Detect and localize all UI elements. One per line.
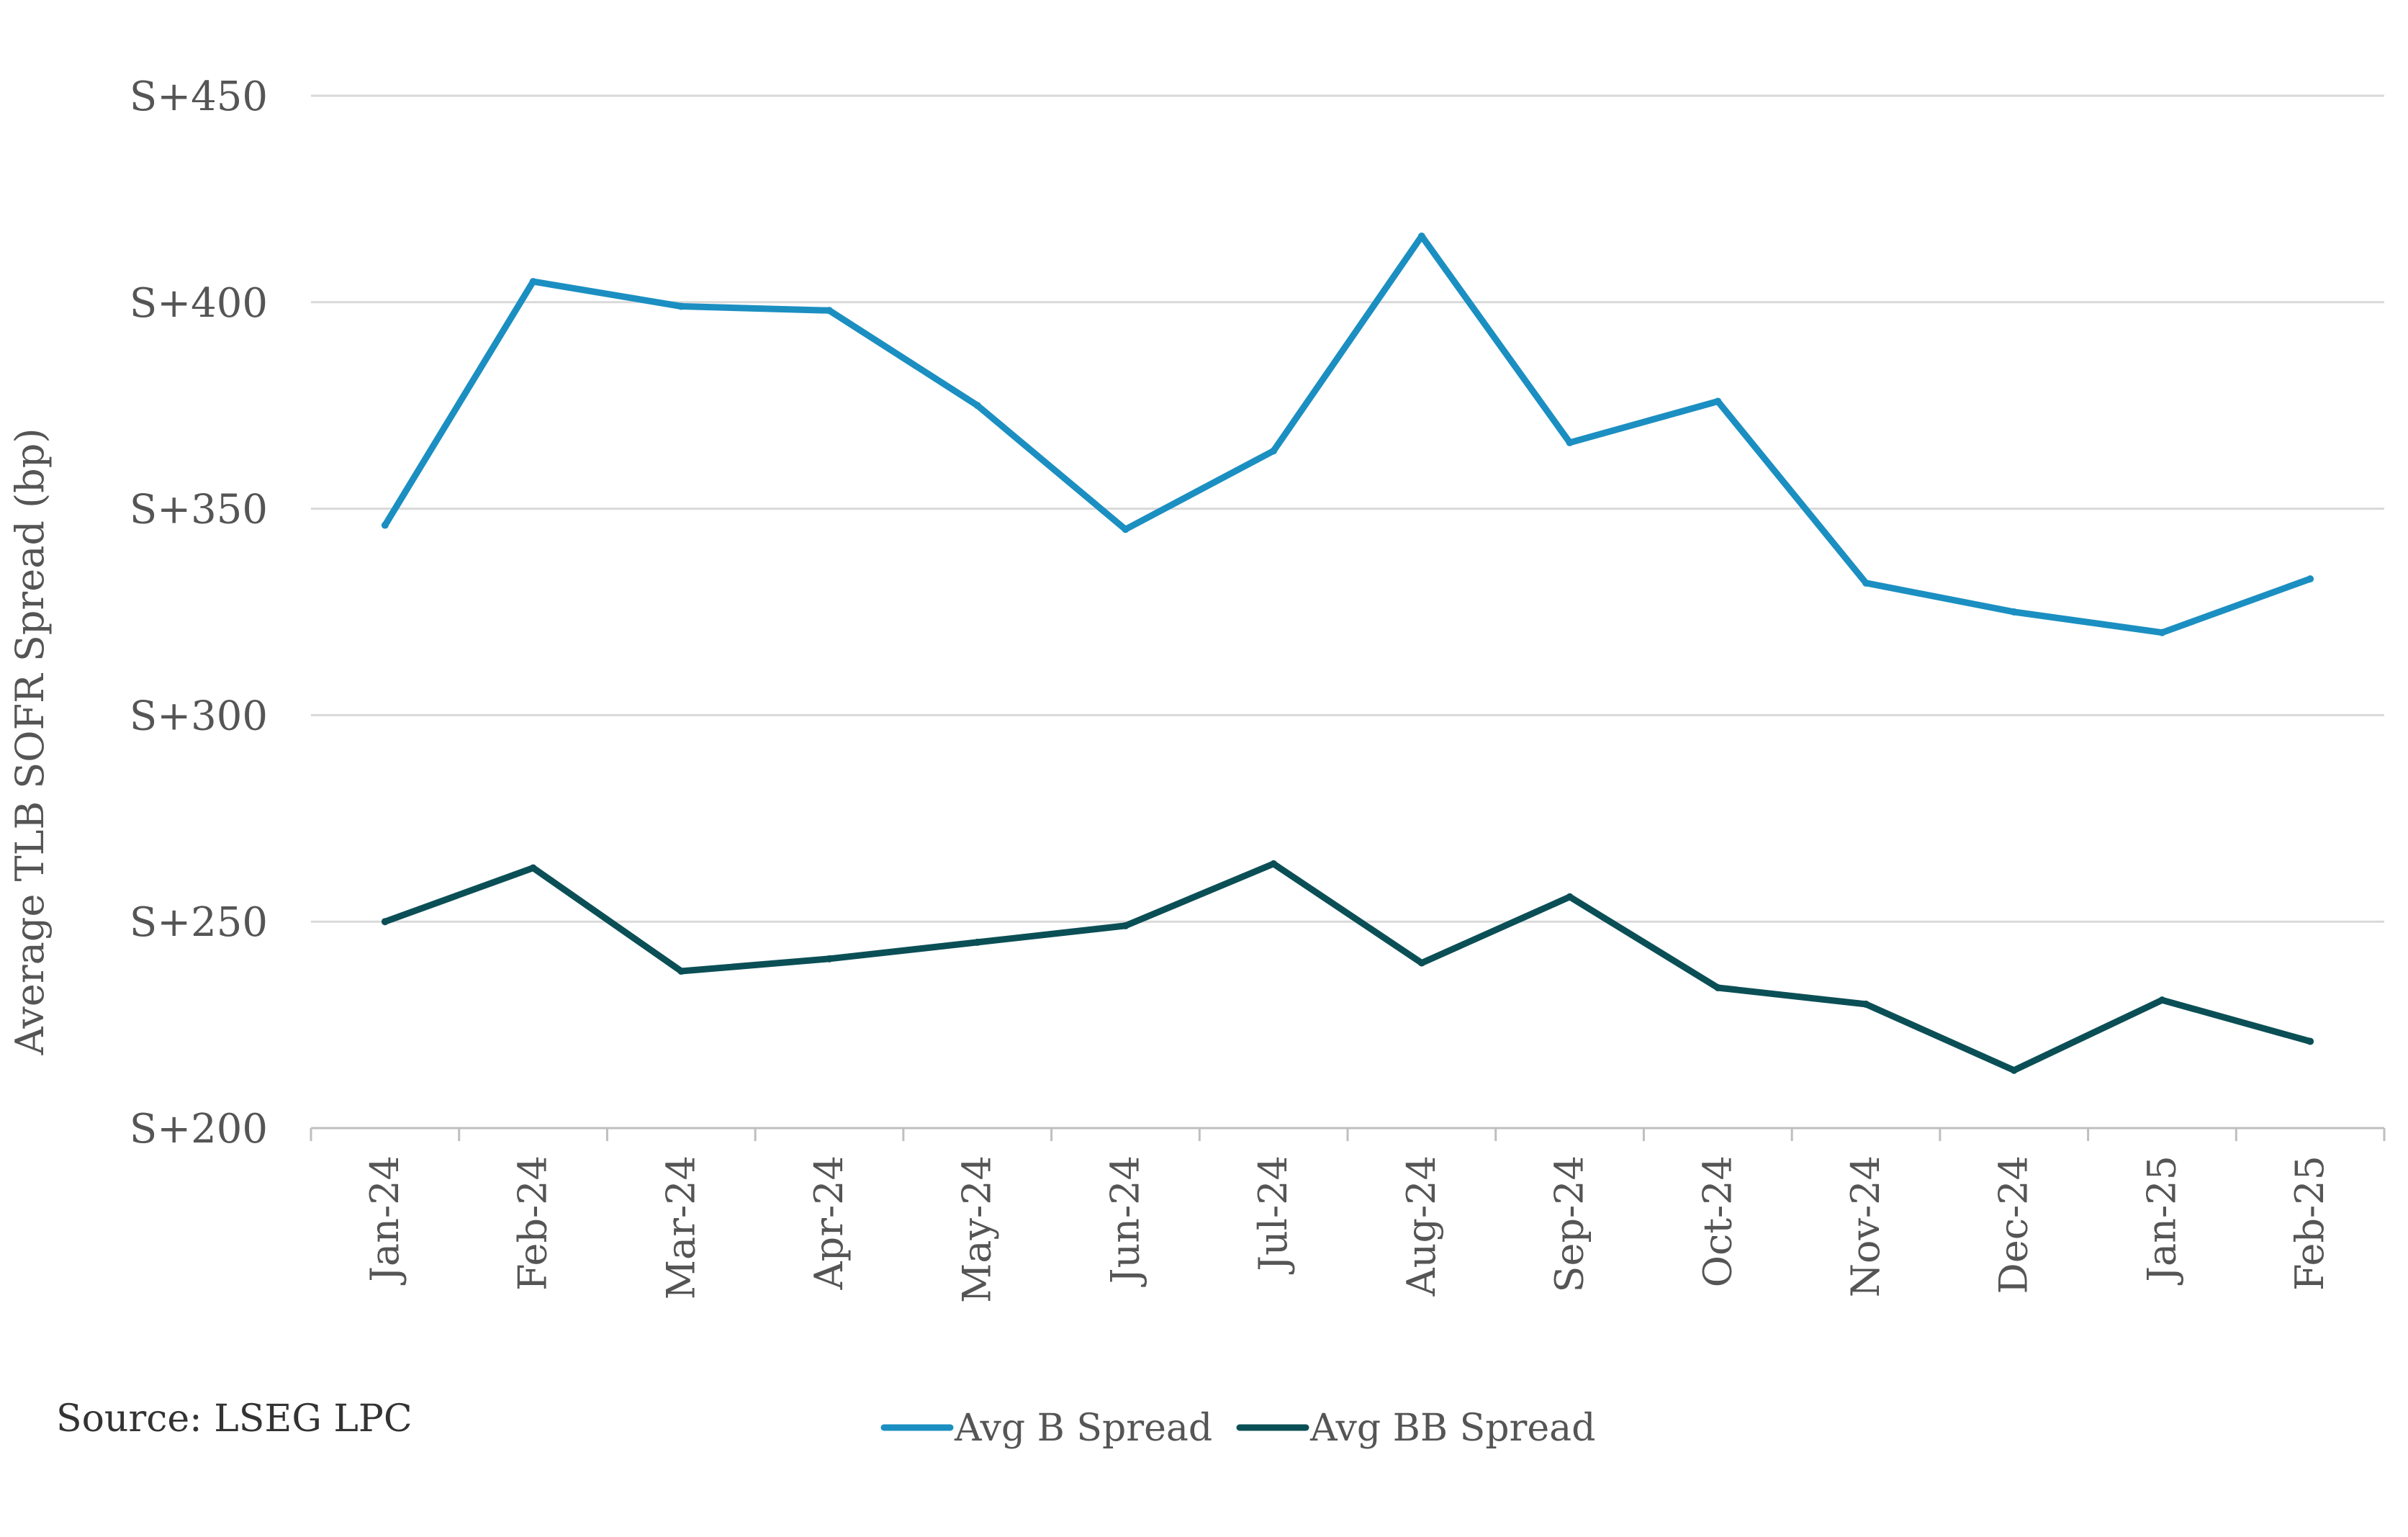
data-point (2306, 1037, 2314, 1045)
y-tick-label: S+350 (130, 487, 268, 533)
y-tick-label: S+400 (130, 280, 268, 327)
x-tick-label: Feb-25 (2287, 1155, 2332, 1291)
x-tick-label: May-24 (955, 1155, 1000, 1303)
data-point (826, 307, 833, 315)
data-point (826, 955, 833, 963)
x-axis: Jan-24 Feb-24 Mar-24 Apr-24 May-24 Jun-24 Jul-… (310, 1127, 2386, 1303)
x-tick-label: Jul-24 (1250, 1155, 1296, 1275)
data-point (1566, 893, 1574, 901)
data-point (1714, 397, 1722, 405)
y-axis-title: Average TLB SOFR Spread (bp) (7, 428, 53, 1056)
data-point (973, 402, 981, 410)
y-tick-label: S+300 (130, 693, 268, 739)
x-tick-label: Nov-24 (1843, 1155, 1888, 1297)
series-line-avg-bb-spread (382, 860, 2314, 1074)
data-point (381, 918, 389, 926)
legend-label: Avg BB Spread (1309, 1407, 1595, 1450)
legend: Avg B Spread Avg BB Spread (880, 1407, 1595, 1450)
x-tick-label: Jun-24 (1102, 1155, 1147, 1287)
series-lines (381, 233, 2314, 1074)
data-point (2010, 608, 2018, 616)
x-tick-label: Oct-24 (1695, 1155, 1740, 1287)
data-point (381, 521, 389, 529)
source-note: Source: LSEG LPC (56, 1397, 412, 1441)
data-point (1566, 438, 1574, 446)
x-tick-label: Sep-24 (1547, 1155, 1592, 1292)
x-tick-label: Mar-24 (658, 1155, 703, 1299)
x-tick-label: Jan-24 (362, 1155, 407, 1286)
x-tick-label: Apr-24 (806, 1155, 852, 1290)
data-point (973, 938, 981, 946)
gridlines (311, 94, 2384, 923)
data-point (1270, 860, 1278, 867)
data-point (1417, 959, 1425, 967)
y-axis-ticks: S+450 S+400 S+350 S+300 S+250 S+200 (130, 73, 268, 1153)
series-line-avg-b-spread (382, 233, 2314, 636)
data-point (2158, 628, 2166, 636)
y-tick-label: S+200 (130, 1106, 268, 1153)
legend-label: Avg B Spread (954, 1407, 1212, 1450)
data-point (2010, 1066, 2018, 1074)
data-point (1270, 447, 1278, 455)
data-point (677, 302, 685, 310)
data-point (1862, 579, 1870, 587)
data-point (1862, 1000, 1870, 1008)
x-tick-label: Aug-24 (1399, 1155, 1444, 1297)
data-point (677, 968, 685, 975)
x-tick-label: Dec-24 (1991, 1155, 2037, 1294)
x-tick-label: Jan-25 (2139, 1155, 2184, 1286)
data-point (1122, 921, 1129, 929)
data-point (529, 278, 537, 286)
data-point (2306, 575, 2314, 583)
x-tick-label: Feb-24 (510, 1155, 556, 1291)
data-point (1122, 526, 1129, 533)
data-point (529, 864, 537, 872)
y-tick-label: S+450 (130, 73, 268, 120)
data-point (1714, 983, 1722, 991)
data-point (2158, 996, 2166, 1004)
y-tick-label: S+250 (130, 899, 268, 946)
data-point (1417, 233, 1425, 240)
